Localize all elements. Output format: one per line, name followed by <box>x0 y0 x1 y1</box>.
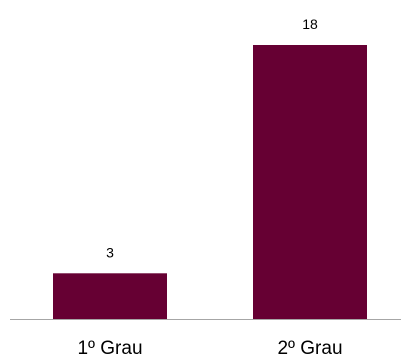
data-label-1: 3 <box>106 244 114 260</box>
bar-2 <box>253 45 367 319</box>
data-labels-group: 3 18 <box>106 16 318 260</box>
x-tick-label-1: 1º Grau <box>77 338 142 359</box>
x-tick-label-2: 2º Grau <box>277 338 342 359</box>
bars-group <box>53 45 367 319</box>
x-tick-labels-group: 1º Grau 2º Grau <box>77 338 342 359</box>
data-label-2: 18 <box>302 16 318 32</box>
bar-1 <box>53 273 167 319</box>
